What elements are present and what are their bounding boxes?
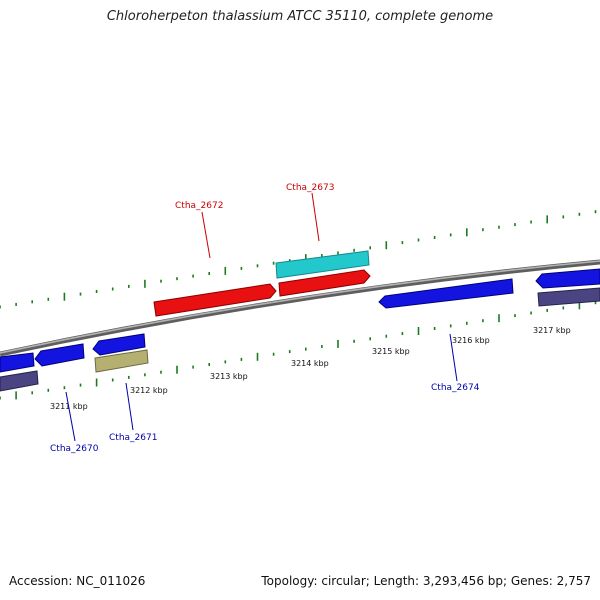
gene-right-reverse-cds[interactable] — [535, 268, 600, 289]
gene-label-ctha-2671[interactable]: Ctha_2671 — [109, 433, 157, 443]
lower-tick-track — [0, 301, 597, 400]
leader-ctha-2670 — [65, 391, 76, 442]
genome-summary-text: Topology: circular; Length: 3,293,456 bp… — [261, 574, 591, 588]
kbp-label-3215: 3215 kbp — [372, 347, 410, 356]
gene-ctha-2673-rna[interactable] — [275, 250, 370, 279]
kbp-label-3217: 3217 kbp — [533, 326, 571, 335]
genome-backbone — [0, 259, 600, 357]
gene-ctha-2671-cds[interactable] — [92, 333, 146, 356]
map-title: Chloroherpeton thalassium ATCC 35110, co… — [106, 9, 494, 24]
gene-ctha-2672-cds[interactable] — [153, 283, 277, 317]
gene-ctha-2674-cds[interactable] — [378, 278, 514, 309]
kbp-label-3216: 3216 kbp — [452, 336, 490, 345]
gene-right-pseudo[interactable] — [537, 287, 600, 307]
kbp-label-3213: 3213 kbp — [210, 372, 248, 381]
gene-label-ctha-2670[interactable]: Ctha_2670 — [50, 444, 99, 454]
gene-ctha-2673-cds[interactable] — [278, 269, 371, 297]
gene-label-ctha-2674[interactable]: Ctha_2674 — [431, 383, 480, 393]
gene-left-pseudo[interactable] — [0, 370, 39, 392]
kbp-label-3214: 3214 kbp — [291, 359, 329, 368]
gene-left-reverse-cds[interactable] — [0, 352, 35, 373]
genome-backbone-highlight — [0, 260, 600, 354]
leader-ctha-2671 — [125, 382, 134, 431]
gene-ctha-2671-other[interactable] — [94, 349, 149, 373]
upper-tick-track — [0, 210, 597, 309]
leader-ctha-2673 — [311, 192, 320, 242]
gene-ctha-2670-cds[interactable] — [34, 343, 85, 367]
leader-ctha-2672 — [201, 211, 211, 259]
kbp-label-3212: 3212 kbp — [130, 386, 168, 395]
gene-label-ctha-2672[interactable]: Ctha_2672 — [175, 201, 223, 211]
accession-text: Accession: NC_011026 — [9, 574, 146, 588]
gene-label-ctha-2673[interactable]: Ctha_2673 — [286, 183, 334, 193]
leader-ctha-2674 — [449, 333, 458, 382]
